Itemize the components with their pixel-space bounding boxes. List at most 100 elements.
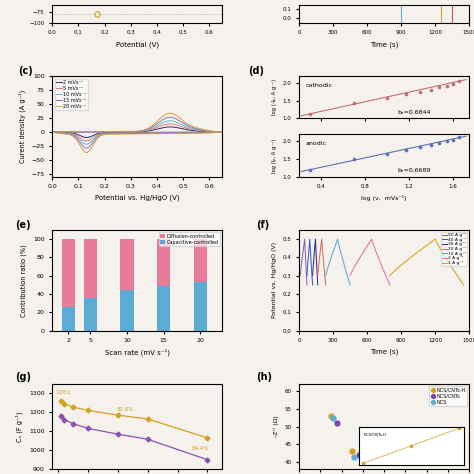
20 mVs⁻¹ [60,131,65,137]
Point [427,142,434,149]
Legend: Diffusion-controlled, Capacitive-controlled: Diffusion-controlled, Capacitive-control… [159,232,220,246]
Text: (f): (f) [256,220,270,230]
NCS/CNTs [115,431,121,437]
NCS/CNTs [70,421,76,427]
40 A g⁻¹ [310,282,316,288]
X-axis label: Time (s): Time (s) [370,41,398,47]
10 mVs⁻¹ [158,130,164,136]
20 mVs⁻¹ [148,131,154,137]
X-axis label: Potential vs. Hg/HgO (V): Potential vs. Hg/HgO (V) [95,195,180,201]
NCS/CNTs [61,417,67,422]
10 mVs⁻¹ [179,130,184,136]
2 mVs⁻¹ [153,129,158,135]
50 A g⁻¹ [302,236,308,242]
Text: (e): (e) [15,220,30,230]
Point [383,150,391,157]
2 A g⁻¹ [369,236,374,242]
50 A g⁻¹ [299,256,305,262]
2 A g⁻¹ [385,278,391,284]
X-axis label: Potential (V): Potential (V) [116,41,159,47]
Line: 1 A g⁻¹: 1 A g⁻¹ [390,239,464,285]
10 A g⁻¹ [329,251,335,256]
2 mVs⁻¹ [148,129,154,135]
30 A g⁻¹ [311,251,317,256]
Legend: NCS/CNTs-H, NCS/CNTs, NCS: NCS/CNTs-H, NCS/CNTs, NCS [429,386,467,406]
2 A g⁻¹ [356,256,362,262]
NCS/CNTs [355,451,363,459]
30 A g⁻¹ [315,282,320,288]
40 A g⁻¹ [304,273,310,279]
20 A g⁻¹ [322,278,328,284]
2 A g⁻¹ [381,267,386,273]
Line: 2 mVs⁻¹: 2 mVs⁻¹ [52,132,222,137]
Text: cathodic: cathodic [306,82,333,88]
30 A g⁻¹ [313,236,319,242]
5 mVs⁻¹ [83,138,89,144]
15 mVs⁻¹ [49,129,55,135]
20 mVs⁻¹ [153,131,158,137]
1 A g⁻¹ [387,273,392,279]
Point [449,80,457,88]
1 A g⁻¹ [436,243,441,248]
Line: 15 mVs⁻¹: 15 mVs⁻¹ [52,132,222,148]
Bar [157,239,170,286]
10 A g⁻¹ [338,252,344,257]
Y-axis label: Contribution ratio (%): Contribution ratio (%) [21,244,27,317]
Line: NCS/CNTs: NCS/CNTs [59,414,209,462]
X-axis label: Time (s): Time (s) [370,349,398,355]
NCS [329,414,337,421]
NCS/CNTs-H [70,404,76,410]
X-axis label: log (v,  mVs⁻¹): log (v, mVs⁻¹) [361,195,407,201]
Point [427,86,434,93]
40 A g⁻¹ [309,267,314,273]
15 mVs⁻¹ [158,130,164,136]
1 A g⁻¹ [413,251,419,256]
NCS/CNTs-H [58,398,64,403]
X-axis label: Scan rate (mV s⁻¹): Scan rate (mV s⁻¹) [105,349,170,356]
5 mVs⁻¹ [158,130,164,136]
Line: 2 A g⁻¹: 2 A g⁻¹ [350,239,390,285]
20 mVs⁻¹ [158,131,164,137]
Bar [84,239,97,298]
10 mVs⁻¹ [153,130,158,136]
Point [383,94,391,102]
NCS/CNTs [85,426,91,431]
1 A g⁻¹ [458,278,464,284]
2 mVs⁻¹ [219,129,225,135]
Point [436,83,443,91]
NCS/CNTs-H [61,401,67,407]
Point [449,136,457,144]
40 A g⁻¹ [307,243,313,248]
Text: 84.4%: 84.4% [192,447,209,451]
10 A g⁻¹ [328,256,333,262]
Text: (c): (c) [18,66,33,76]
Y-axis label: log (-Iₚ, A g⁻¹): log (-Iₚ, A g⁻¹) [272,79,277,115]
Text: 1261: 1261 [55,390,71,395]
Bar [120,290,134,330]
20 mVs⁻¹ [196,130,202,136]
Point [306,166,314,173]
20 mVs⁻¹ [49,129,55,135]
15 mVs⁻¹ [148,130,154,136]
Legend: 50 A g⁻¹, 40 A g⁻¹, 30 A g⁻¹, 20 A g⁻¹, 10 A g⁻¹, 2 A g⁻¹, 1 A g⁻¹: 50 A g⁻¹, 40 A g⁻¹, 30 A g⁻¹, 20 A g⁻¹, … [441,232,467,266]
30 A g⁻¹ [314,267,320,273]
20 mVs⁻¹ [83,150,89,155]
40 A g⁻¹ [310,278,315,284]
40 A g⁻¹ [308,252,313,257]
Line: 10 A g⁻¹: 10 A g⁻¹ [326,239,350,285]
Y-axis label: Potential vs. Hg/HgO (V): Potential vs. Hg/HgO (V) [272,242,277,319]
40 A g⁻¹ [307,236,313,242]
50 A g⁻¹ [302,252,308,257]
2 mVs⁻¹ [179,129,184,135]
20 A g⁻¹ [315,273,320,279]
10 A g⁻¹ [346,278,352,284]
10 mVs⁻¹ [83,141,89,147]
20 mVs⁻¹ [219,129,225,135]
40 A g⁻¹ [305,256,311,262]
1 A g⁻¹ [461,282,466,288]
Text: (h): (h) [256,372,273,382]
1 A g⁻¹ [432,236,438,242]
Y-axis label: log (Iₚ, A g⁻¹): log (Iₚ, A g⁻¹) [272,138,277,173]
5 mVs⁻¹ [60,130,65,136]
Text: anodic: anodic [306,141,327,146]
